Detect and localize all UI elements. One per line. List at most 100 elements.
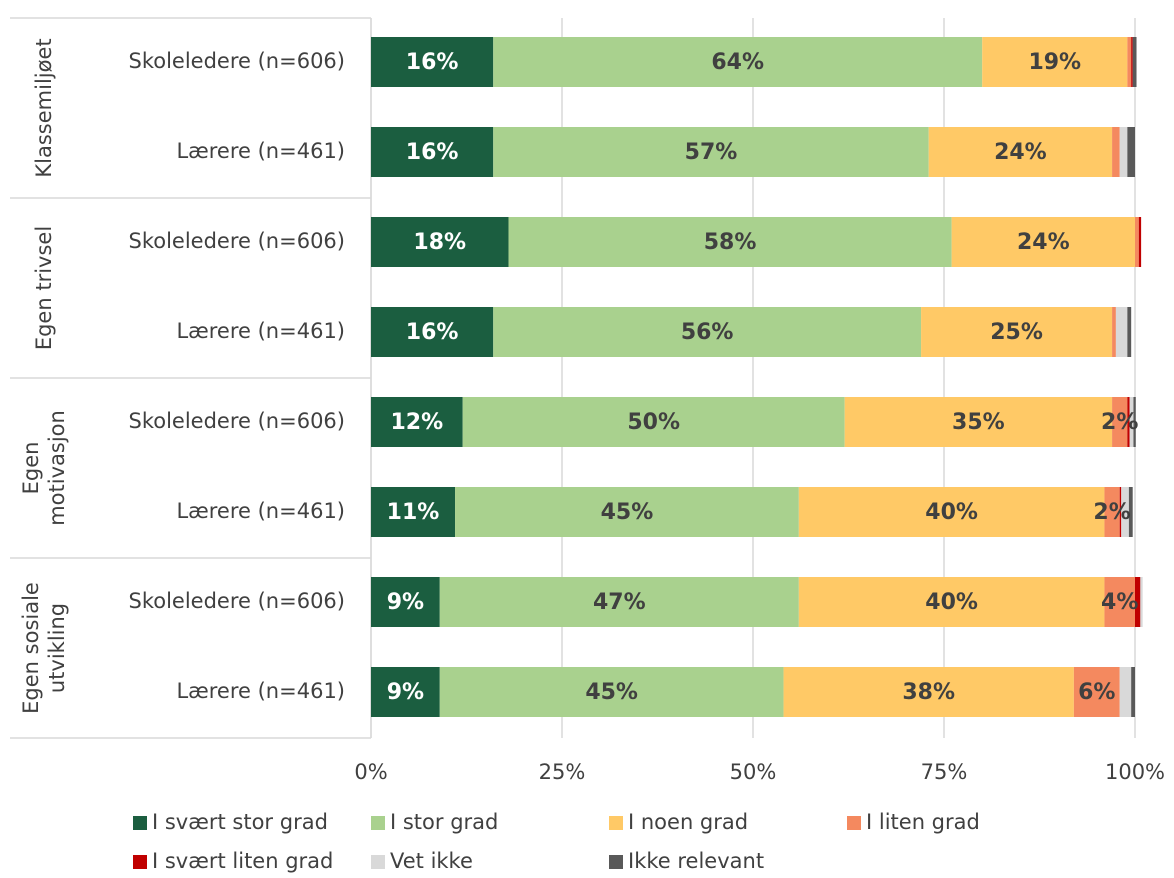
data-label: 4% [1101,590,1138,615]
bar-segment [928,127,1113,177]
legend-label: Vet ikke [390,849,473,873]
bar-segment [1119,667,1132,717]
bar-segment [1073,667,1120,717]
legend-label: I svært liten grad [152,849,333,873]
bar-segment [1127,127,1135,177]
group-label-line: Egen sosiale [19,582,43,714]
bar-segment [1140,577,1143,627]
bar-segment [982,37,1128,87]
bar-segment [493,307,922,357]
bar-segment [1131,667,1135,717]
group-label: Egenmotivasjon [19,410,69,526]
bar-segment [493,37,983,87]
data-label: 6% [1078,680,1115,705]
y-tick-label: Skoleledere (n=606) [129,589,346,613]
data-label: 19% [1028,50,1081,75]
bar-segment [371,577,440,627]
data-label: 16% [406,140,459,165]
legend-label: Ikke relevant [628,849,764,873]
x-tick-label: 100% [1105,760,1165,784]
x-tick-label: 50% [730,760,777,784]
x-tick-label: 75% [921,760,968,784]
data-label: 38% [902,680,955,705]
group-label-line: utvikling [45,603,69,693]
bar-segment [1127,397,1130,447]
legend-swatch [371,855,385,869]
legend-label: I stor grad [390,810,498,834]
bar-segment [371,397,463,447]
data-label: 56% [681,320,734,345]
legend-swatch [133,855,147,869]
group-label-line: Egen [19,442,43,495]
bar-segment [1128,487,1133,537]
group-label-line: Egen trivsel [32,226,56,350]
data-label: 25% [990,320,1043,345]
y-tick-label: Skoleledere (n=606) [129,409,346,433]
bar-segment [371,217,509,267]
bar-segment [1131,37,1133,87]
legend-label: I liten grad [866,810,980,834]
data-label: 12% [391,410,444,435]
bar-segment [439,667,784,717]
bar-segment [844,397,1113,447]
y-tick-label: Skoleledere (n=606) [129,229,346,253]
bar-segment [1104,577,1135,627]
y-tick-label: Lærere (n=461) [176,499,345,523]
legend-swatch [133,816,147,830]
bar-segment [371,127,494,177]
bar-segment [1119,127,1128,177]
bar-segment [1135,217,1139,267]
bar-segment [371,307,494,357]
bar-segment [371,37,494,87]
group-label-line: motivasjon [45,410,69,526]
data-label: 50% [627,410,680,435]
bar-segment [371,667,440,717]
bar-segment [798,487,1105,537]
bar-segment [1127,307,1132,357]
group-label: Egen trivsel [32,226,56,350]
bar-segment [783,667,1074,717]
data-label: 40% [925,590,978,615]
data-label: 57% [685,140,738,165]
bar-segment [1121,487,1129,537]
data-label: 35% [952,410,1005,435]
data-label: 64% [711,50,764,75]
group-label: Egen sosialeutvikling [19,582,69,714]
bar-segment [455,487,799,537]
data-label: 45% [601,500,654,525]
data-label: 47% [593,590,646,615]
bar-segment [371,487,456,537]
x-tick-label: 25% [539,760,586,784]
bar-segment [1119,487,1122,537]
data-label: 40% [925,500,978,525]
legend-swatch [847,816,861,830]
bar-segment [1132,37,1137,87]
data-label: 24% [1017,230,1070,255]
bar-segment [1127,37,1132,87]
bar-segment [1138,217,1142,267]
bar-segment [1112,397,1128,447]
bar-segment [1115,307,1128,357]
bar-segment [439,577,799,627]
data-label: 24% [994,140,1047,165]
y-tick-label: Lærere (n=461) [176,679,345,703]
bar-segment [951,217,1135,267]
group-label-line: Klassemiljøet [32,38,56,177]
legend-swatch [609,855,623,869]
legend-swatch [371,816,385,830]
bar-segment [1133,397,1136,447]
legend-label: I noen grad [628,810,748,834]
data-label: 16% [406,320,459,345]
y-tick-label: Skoleledere (n=606) [129,49,346,73]
bar-segment [921,307,1113,357]
bar-segment [493,127,929,177]
bar-segment [1104,487,1120,537]
bar-segment [1129,397,1134,447]
data-label: 45% [585,680,638,705]
y-tick-label: Lærere (n=461) [176,139,345,163]
data-label: 2% [1101,410,1138,435]
group-label: Klassemiljøet [32,38,56,177]
bar-segment [462,397,845,447]
bar-segment [1112,307,1116,357]
y-tick-label: Lærere (n=461) [176,319,345,343]
